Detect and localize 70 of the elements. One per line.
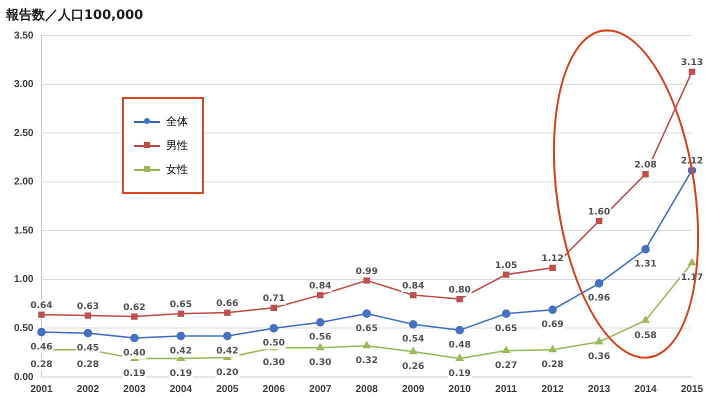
data-label: 0.36 — [588, 352, 610, 362]
data-label: 0.48 — [448, 340, 471, 351]
data-label: 3.13 — [680, 58, 704, 68]
data-label: 0.26 — [402, 362, 424, 372]
data-label: 0.96 — [588, 294, 610, 304]
y-tick-label: 1.50 — [14, 225, 34, 236]
data-label: 0.71 — [262, 294, 285, 304]
data-label: 0.46 — [30, 342, 53, 352]
data-label: 0.65 — [356, 324, 378, 334]
data-label: 0.64 — [30, 300, 53, 311]
x-tick-label: 2008 — [356, 384, 378, 395]
data-label: 0.30 — [309, 358, 332, 368]
data-label: 0.56 — [309, 332, 332, 343]
data-label: 0.28 — [541, 360, 564, 370]
data-label: 0.40 — [123, 348, 146, 358]
data-label: 0.62 — [123, 302, 146, 313]
data-label: 0.28 — [30, 360, 53, 370]
x-tick-label: 2005 — [216, 384, 239, 395]
data-label: 0.30 — [262, 358, 285, 368]
data-label: 0.84 — [402, 281, 424, 292]
y-tick-label: 0.00 — [14, 372, 34, 383]
legend-label: 全体 — [166, 114, 188, 129]
data-label: 0.69 — [541, 320, 564, 330]
data-label: 0.19 — [170, 368, 192, 379]
y-tick-label: 1.00 — [14, 274, 34, 286]
data-label: 2.08 — [634, 160, 657, 170]
x-tick-label: 2010 — [448, 384, 472, 395]
legend-label: 男性 — [166, 138, 188, 153]
x-tick-label: 2011 — [495, 384, 518, 395]
chart-title: 報告数／人口100,000 — [5, 7, 144, 24]
data-label: 0.20 — [216, 368, 238, 378]
x-tick-label: 2001 — [30, 384, 54, 395]
data-label: 0.84 — [309, 281, 332, 292]
x-tick-label: 2015 — [680, 384, 704, 395]
data-label: 0.42 — [216, 346, 238, 356]
data-label: 0.45 — [76, 343, 100, 354]
data-label: 0.58 — [634, 330, 657, 341]
data-label: 1.12 — [541, 254, 564, 264]
data-label: 0.50 — [262, 338, 285, 349]
x-tick-label: 2007 — [309, 384, 332, 395]
data-label: 0.32 — [356, 356, 378, 366]
data-label: 1.05 — [495, 260, 518, 271]
x-tick-label: 2004 — [170, 384, 192, 395]
data-label: 0.27 — [495, 361, 518, 372]
legend-label: 女性 — [166, 162, 188, 177]
y-tick-label: 2.00 — [14, 176, 34, 188]
x-tick-label: 2006 — [262, 384, 286, 395]
x-tick-label: 2003 — [123, 384, 146, 395]
data-label: 0.54 — [402, 334, 424, 345]
y-tick-label: 3.00 — [14, 79, 34, 90]
data-label: 0.65 — [495, 324, 518, 334]
y-tick-label: 0.50 — [14, 322, 34, 334]
data-label: 0.19 — [123, 368, 146, 379]
x-tick-label: 2014 — [634, 384, 658, 395]
x-tick-label: 2002 — [76, 384, 100, 395]
data-label: 0.80 — [448, 285, 471, 296]
data-label: 0.42 — [170, 346, 192, 356]
data-label: 1.60 — [588, 207, 610, 218]
x-tick-label: 2009 — [402, 384, 425, 395]
data-label: 1.31 — [634, 260, 657, 270]
data-label: 0.28 — [76, 360, 100, 370]
y-tick-label: 2.50 — [14, 128, 34, 139]
data-label: 0.65 — [170, 300, 192, 310]
y-tick-label: 3.50 — [14, 30, 34, 42]
data-label: 0.63 — [76, 302, 100, 312]
data-label: 0.66 — [216, 298, 238, 309]
x-tick-label: 2013 — [588, 384, 611, 395]
data-label: 0.99 — [356, 266, 378, 277]
data-label: 0.19 — [448, 368, 471, 379]
x-tick-label: 2012 — [541, 384, 564, 395]
